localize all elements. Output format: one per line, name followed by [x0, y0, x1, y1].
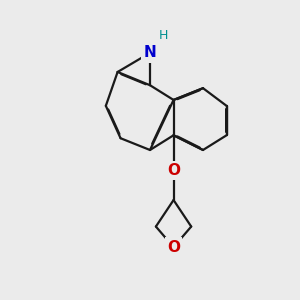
Text: O: O	[167, 163, 180, 178]
Text: H: H	[159, 29, 168, 42]
Text: O: O	[167, 240, 180, 255]
Text: N: N	[144, 45, 156, 60]
